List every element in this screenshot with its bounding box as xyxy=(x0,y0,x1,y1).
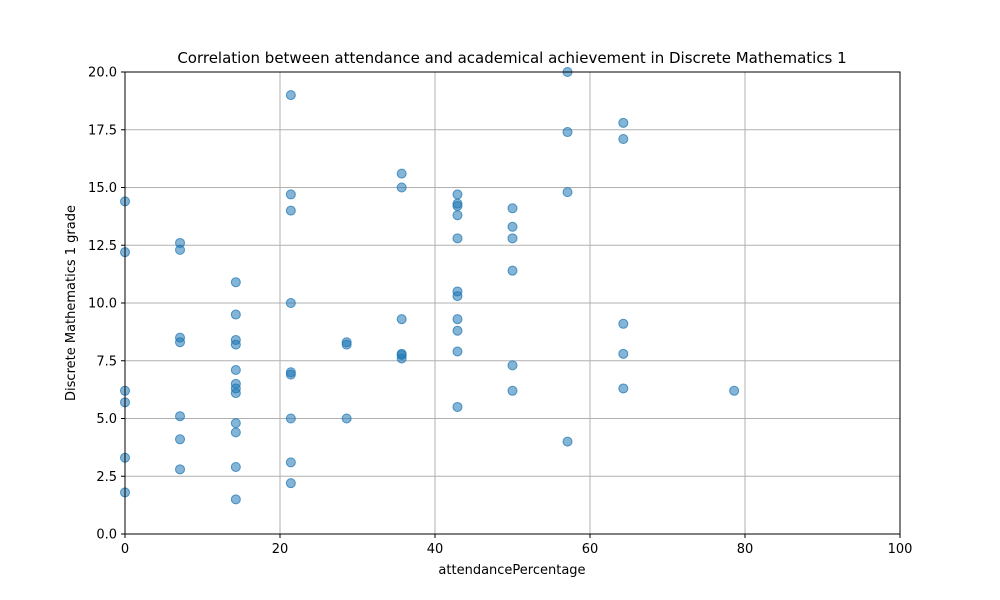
data-point xyxy=(175,244,186,255)
data-point xyxy=(396,353,407,364)
data-point xyxy=(562,127,573,138)
data-point xyxy=(452,210,463,221)
data-point xyxy=(285,413,296,424)
y-tick-label: 10.0 xyxy=(88,297,117,312)
x-tick-label: 80 xyxy=(737,542,754,557)
data-point xyxy=(507,385,518,396)
data-point xyxy=(396,314,407,325)
data-point xyxy=(341,413,352,424)
data-point xyxy=(452,291,463,302)
data-point xyxy=(452,189,463,200)
data-point xyxy=(285,457,296,468)
y-tick-label: 17.5 xyxy=(88,123,117,138)
y-tick-label: 12.5 xyxy=(88,239,117,254)
data-point xyxy=(341,339,352,350)
data-point xyxy=(507,233,518,244)
chart-title: Correlation between attendance and acade… xyxy=(177,49,846,67)
data-point xyxy=(285,189,296,200)
x-axis-ticks: 0 20 40 60 80 100 xyxy=(121,534,913,557)
data-point xyxy=(618,348,629,359)
y-tick-label: 5.0 xyxy=(96,412,117,427)
data-point xyxy=(618,117,629,128)
data-point xyxy=(230,277,241,288)
data-point xyxy=(285,90,296,101)
data-point xyxy=(230,418,241,429)
data-point xyxy=(507,360,518,371)
data-point xyxy=(396,182,407,193)
y-tick-label: 0.0 xyxy=(96,528,117,543)
y-tick-label: 15.0 xyxy=(88,181,117,196)
data-point xyxy=(175,434,186,445)
x-tick-label: 0 xyxy=(121,542,129,557)
data-point xyxy=(452,200,463,211)
data-point xyxy=(729,385,740,396)
data-point xyxy=(285,205,296,216)
data-point xyxy=(452,233,463,244)
data-points xyxy=(120,67,740,505)
data-point xyxy=(230,494,241,505)
data-point xyxy=(507,221,518,232)
y-tick-label: 7.5 xyxy=(96,354,117,369)
data-point xyxy=(175,411,186,422)
data-point xyxy=(452,325,463,336)
data-point xyxy=(285,298,296,308)
data-point xyxy=(230,462,241,473)
x-tick-label: 100 xyxy=(888,542,913,557)
data-point xyxy=(230,364,241,375)
data-point xyxy=(618,133,629,144)
data-point xyxy=(285,369,296,380)
y-tick-label: 20.0 xyxy=(88,66,117,81)
data-point xyxy=(562,436,573,447)
data-point xyxy=(562,187,573,198)
x-axis-label: attendancePercentage xyxy=(438,563,585,578)
data-point xyxy=(507,265,518,276)
data-point xyxy=(618,383,629,394)
data-point xyxy=(175,464,186,475)
data-point xyxy=(230,427,241,438)
data-point xyxy=(452,314,463,325)
data-point xyxy=(452,401,463,412)
y-axis-ticks: 0.0 2.5 5.0 7.5 10.0 12.5 15.0 17.5 20.0 xyxy=(88,66,125,543)
data-point xyxy=(507,203,518,214)
data-point xyxy=(230,309,241,320)
data-point xyxy=(618,318,629,329)
data-point xyxy=(285,478,296,489)
data-point xyxy=(230,388,241,399)
x-tick-label: 40 xyxy=(427,542,444,557)
y-tick-label: 2.5 xyxy=(96,470,117,485)
y-axis-label: Discrete Mathematics 1 grade xyxy=(64,205,79,401)
data-point xyxy=(452,346,463,357)
data-point xyxy=(175,337,186,348)
data-point xyxy=(396,168,407,179)
data-point xyxy=(230,339,241,350)
x-tick-label: 20 xyxy=(272,542,289,557)
x-tick-label: 60 xyxy=(582,542,599,557)
